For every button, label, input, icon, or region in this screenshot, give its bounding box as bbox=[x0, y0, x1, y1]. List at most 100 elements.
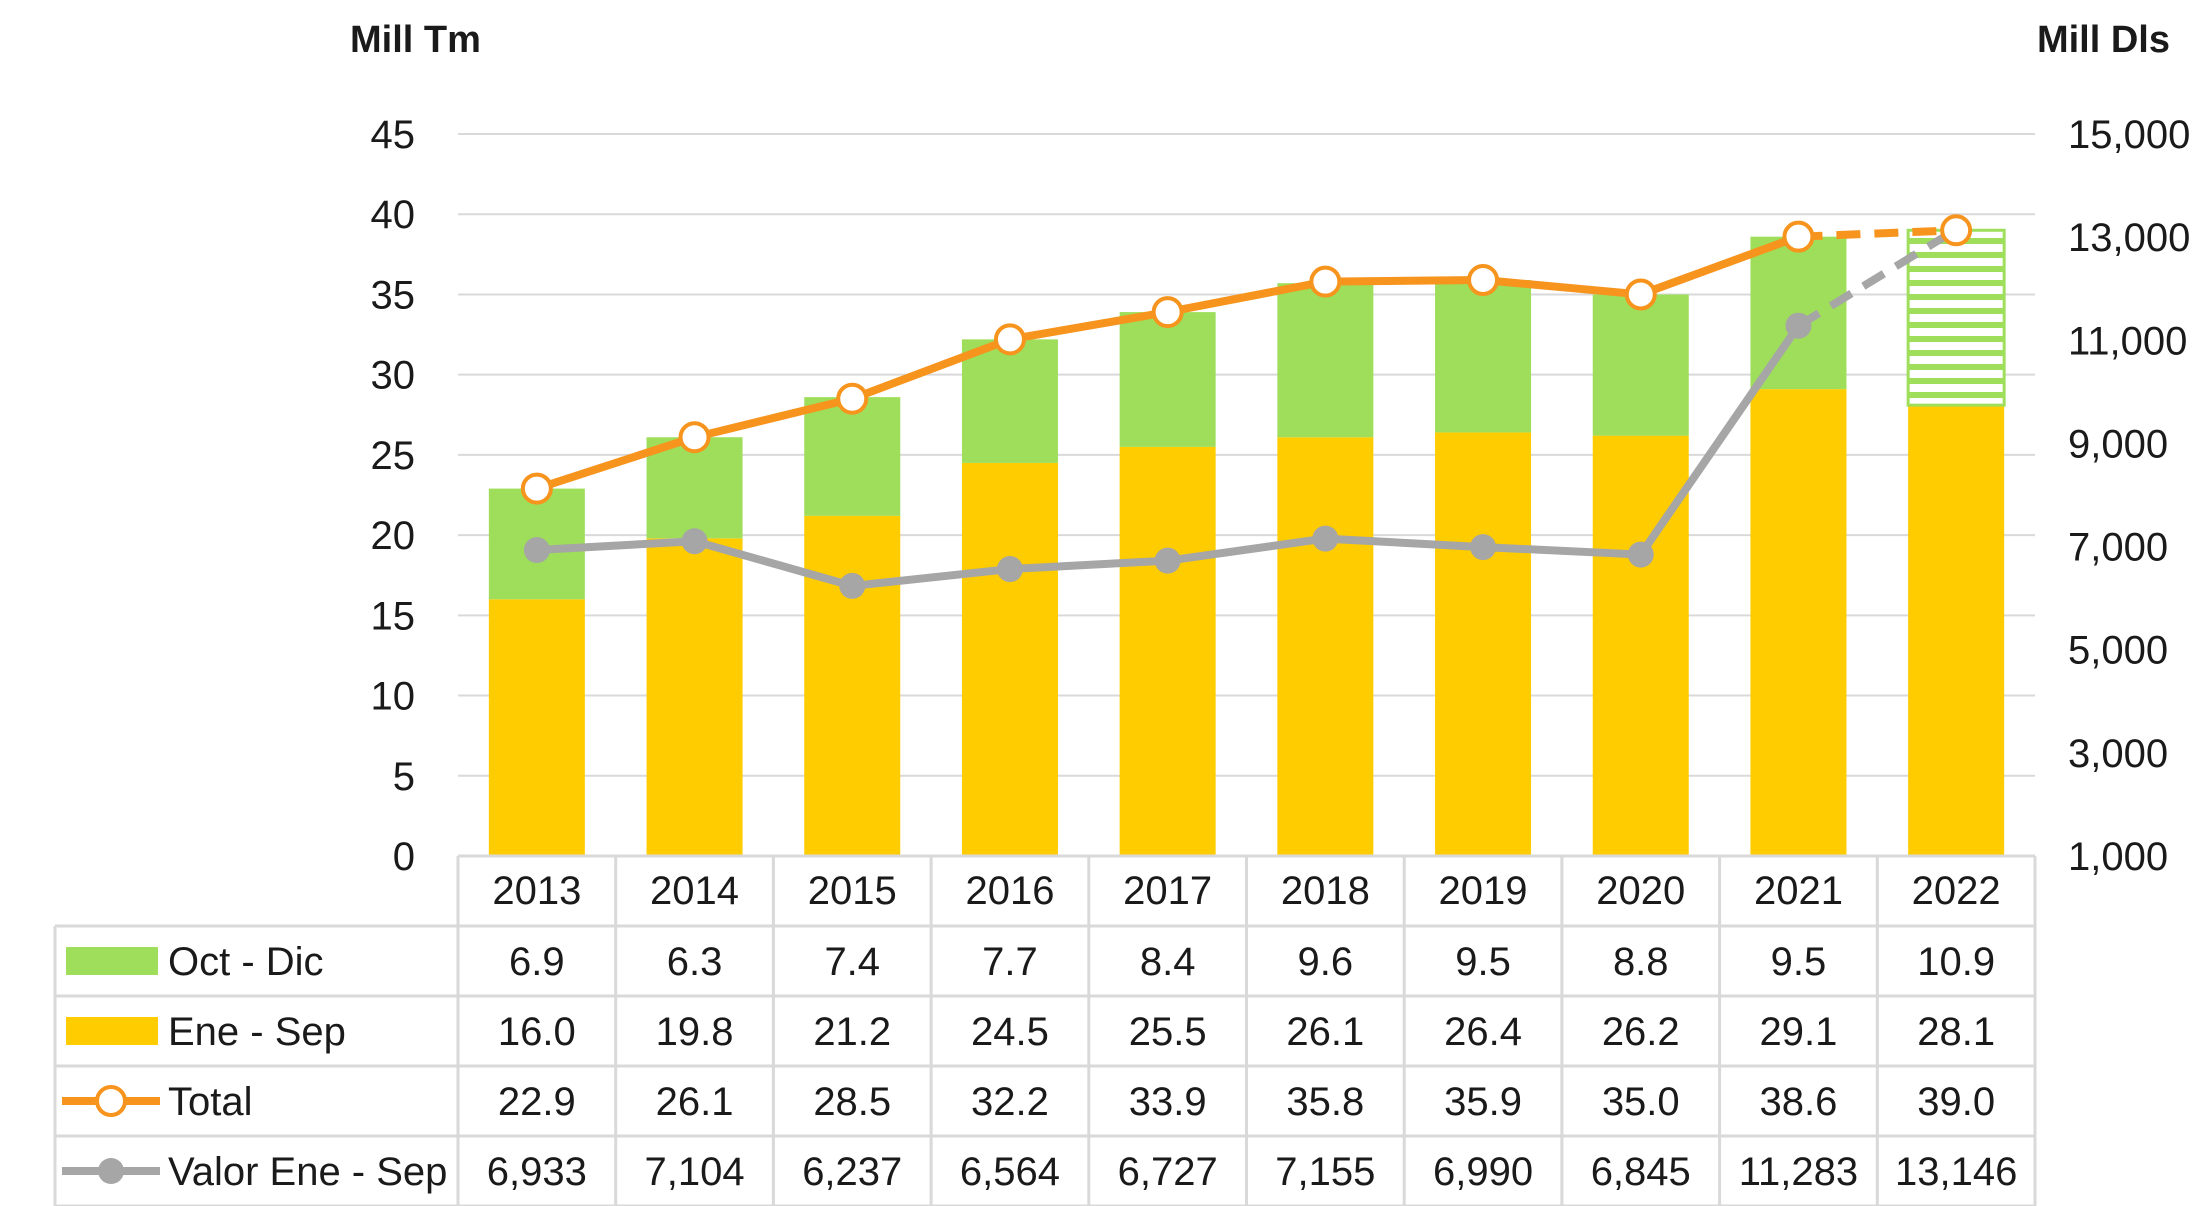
data-label: 35.8 bbox=[1286, 1080, 1364, 1124]
data-label: 16.0 bbox=[498, 1010, 576, 1054]
bar-oct-dic bbox=[1906, 228, 2006, 407]
bar-ene-sep bbox=[488, 599, 585, 856]
valor-ene-sep-point bbox=[996, 556, 1023, 583]
bar-oct-dic bbox=[1119, 312, 1216, 447]
data-label: 11,283 bbox=[1739, 1150, 1858, 1194]
series-lines bbox=[520, 214, 1973, 599]
valor-ene-sep-point bbox=[1470, 534, 1497, 561]
data-label: 13,146 bbox=[1895, 1150, 2017, 1194]
data-label: 10.9 bbox=[1917, 940, 1995, 984]
right-axis-title: Mill Dls bbox=[2037, 19, 2170, 61]
data-label: 7.7 bbox=[982, 940, 1038, 984]
data-label: 32.2 bbox=[971, 1080, 1049, 1124]
data-label: 29.1 bbox=[1760, 1010, 1838, 1054]
data-label: 6.9 bbox=[509, 940, 565, 984]
data-label: 8.4 bbox=[1140, 940, 1196, 984]
total-point bbox=[1151, 296, 1184, 329]
bars bbox=[488, 228, 2006, 856]
data-label: 21.2 bbox=[813, 1010, 891, 1054]
legend-key-1 bbox=[66, 1017, 158, 1045]
total-point bbox=[520, 472, 553, 505]
data-label: 6,237 bbox=[802, 1150, 902, 1194]
left-axis-tick: 0 bbox=[393, 835, 415, 879]
x-axis-tick: 2022 bbox=[1912, 869, 2001, 913]
data-label: 22.9 bbox=[498, 1080, 576, 1124]
total-point bbox=[993, 323, 1026, 356]
bar-oct-dic bbox=[1435, 280, 1532, 433]
total-point bbox=[1467, 264, 1500, 297]
right-axis-tick: 1,000 bbox=[2068, 835, 2168, 879]
data-label: 25.5 bbox=[1129, 1010, 1207, 1054]
right-axis-tick: 3,000 bbox=[2068, 732, 2168, 776]
data-label: 19.8 bbox=[656, 1010, 734, 1054]
data-label: 6.3 bbox=[667, 940, 723, 984]
x-axis-tick: 2016 bbox=[965, 869, 1054, 913]
data-label: 8.8 bbox=[1613, 940, 1669, 984]
left-axis-title: Mill Tm bbox=[350, 19, 481, 61]
data-label: 6,990 bbox=[1433, 1150, 1533, 1194]
bar-ene-sep bbox=[1908, 405, 2005, 856]
x-axis-tick: 2020 bbox=[1596, 869, 1685, 913]
bar-oct-dic bbox=[646, 437, 743, 539]
bar-oct-dic bbox=[804, 397, 901, 516]
valor-ene-sep-point bbox=[523, 537, 550, 564]
bar-oct-dic bbox=[1277, 283, 1374, 438]
data-table: 2013 2014 2015 2016 2017 2018 2019 2020 2021 2022… bbox=[53, 854, 2037, 1206]
right-axis-tick: 5,000 bbox=[2068, 629, 2168, 673]
bar-oct-dic bbox=[961, 339, 1058, 463]
data-label: 9.5 bbox=[1455, 940, 1511, 984]
data-label: 26.2 bbox=[1602, 1010, 1680, 1054]
data-label: 35.0 bbox=[1602, 1080, 1680, 1124]
valor-ene-sep-point bbox=[1312, 525, 1339, 552]
data-label: 7.4 bbox=[824, 940, 880, 984]
legend-label: Ene - Sep bbox=[168, 1010, 346, 1054]
bar-ene-sep bbox=[1277, 437, 1374, 856]
total-point bbox=[1624, 278, 1657, 311]
bar-oct-dic bbox=[1592, 294, 1689, 436]
valor-ene-sep-point bbox=[1627, 541, 1654, 568]
right-axis-tick: 13,000 bbox=[2068, 216, 2190, 260]
left-axis-tick: 45 bbox=[371, 113, 416, 157]
left-axis-tick: 20 bbox=[371, 514, 416, 558]
left-axis-tick: 40 bbox=[371, 193, 416, 237]
data-label: 6,727 bbox=[1118, 1150, 1218, 1194]
valor-ene-sep-point bbox=[1154, 547, 1181, 574]
bar-ene-sep bbox=[961, 462, 1058, 856]
data-label: 35.9 bbox=[1444, 1080, 1522, 1124]
total-line-projection bbox=[1798, 226, 1957, 241]
legend-label: Valor Ene - Sep bbox=[168, 1150, 447, 1194]
valor-ene-sep-line-projection bbox=[1796, 226, 1959, 330]
x-axis-tick: 2019 bbox=[1439, 869, 1528, 913]
data-label: 26.4 bbox=[1444, 1010, 1522, 1054]
data-label: 6,564 bbox=[960, 1150, 1060, 1194]
legend-key-marker-2 bbox=[95, 1085, 127, 1117]
left-axis-tick: 35 bbox=[371, 273, 416, 317]
right-axis-tick: 7,000 bbox=[2068, 526, 2168, 570]
data-label: 39.0 bbox=[1917, 1080, 1995, 1124]
valor-ene-sep-point bbox=[839, 572, 866, 599]
total-point bbox=[1782, 220, 1815, 253]
left-axis-tick: 15 bbox=[371, 594, 416, 638]
valor-ene-sep-point bbox=[1785, 312, 1812, 339]
valor-ene-sep-point bbox=[681, 528, 708, 555]
left-axis-tick: 5 bbox=[393, 755, 415, 799]
data-label: 9.6 bbox=[1298, 940, 1354, 984]
data-label: 7,104 bbox=[644, 1150, 744, 1194]
right-axis-tick: 11,000 bbox=[2068, 319, 2187, 363]
axis-ticks: 0 5 10 15 20 25 30 35 40 45 1,000 3,000 5,000 7,000 9,… bbox=[371, 113, 2191, 879]
data-label: 33.9 bbox=[1129, 1080, 1207, 1124]
left-axis-tick: 25 bbox=[371, 434, 416, 478]
right-axis-tick: 9,000 bbox=[2068, 422, 2168, 466]
bar-ene-sep bbox=[1592, 435, 1689, 856]
bar-ene-sep bbox=[1435, 432, 1532, 856]
data-label: 26.1 bbox=[656, 1080, 734, 1124]
bar-ene-sep bbox=[1750, 389, 1847, 856]
x-axis-tick: 2021 bbox=[1754, 869, 1843, 913]
data-label: 24.5 bbox=[971, 1010, 1049, 1054]
total-point bbox=[1940, 214, 1973, 247]
left-axis-tick: 30 bbox=[371, 354, 416, 398]
data-label: 6,845 bbox=[1591, 1150, 1691, 1194]
data-label: 28.5 bbox=[813, 1080, 891, 1124]
total-point bbox=[1309, 265, 1342, 298]
